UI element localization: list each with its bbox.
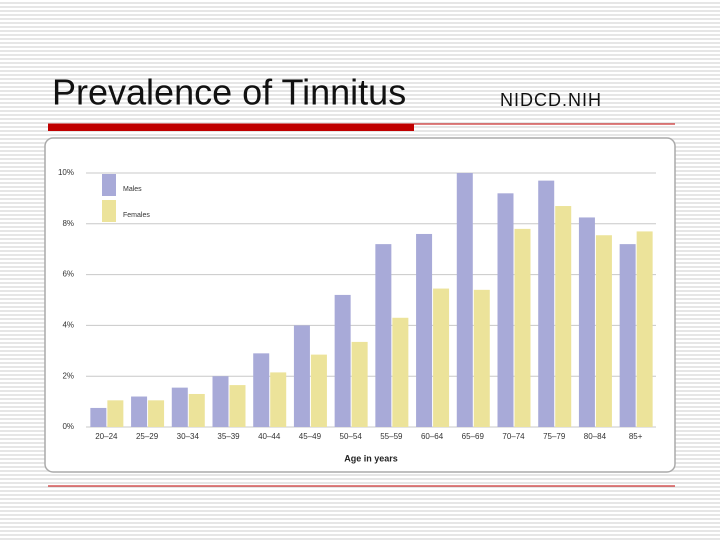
x-tick-label: 30–34 bbox=[177, 432, 200, 441]
x-tick-label: 55–59 bbox=[380, 432, 403, 441]
bar bbox=[619, 244, 636, 427]
x-tick-label: 85+ bbox=[629, 432, 643, 441]
x-tick-label: 25–29 bbox=[136, 432, 159, 441]
bar bbox=[595, 235, 612, 427]
bar bbox=[334, 294, 351, 427]
bar bbox=[253, 353, 270, 427]
bar bbox=[107, 400, 124, 427]
bar bbox=[392, 317, 409, 427]
legend-swatch bbox=[102, 174, 116, 196]
bar bbox=[90, 407, 107, 427]
bar bbox=[433, 288, 450, 427]
bar bbox=[171, 387, 188, 427]
x-tick-label: 80–84 bbox=[584, 432, 607, 441]
x-tick-label: 45–49 bbox=[299, 432, 322, 441]
x-tick-label: 20–24 bbox=[95, 432, 118, 441]
chart: 0% 2% 4% 6% 8% 10% 20–24 25–29 30–34 35–39 40–44 45… bbox=[58, 168, 656, 463]
bar bbox=[310, 354, 327, 427]
bar bbox=[538, 180, 555, 427]
bar bbox=[188, 393, 205, 427]
bar bbox=[456, 173, 473, 427]
bar bbox=[375, 244, 392, 427]
y-tick-label: 8% bbox=[62, 219, 74, 228]
x-tick-label: 60–64 bbox=[421, 432, 444, 441]
x-tick-label: 40–44 bbox=[258, 432, 281, 441]
legend-swatch bbox=[102, 200, 116, 222]
bar bbox=[416, 233, 433, 427]
x-tick-label: 50–54 bbox=[340, 432, 363, 441]
y-tick-label: 4% bbox=[62, 321, 74, 330]
bar bbox=[229, 385, 246, 427]
y-tick-label: 6% bbox=[62, 270, 74, 279]
bar bbox=[351, 341, 368, 427]
x-tick-label: 65–69 bbox=[462, 432, 485, 441]
legend-label: Females bbox=[123, 212, 150, 219]
bar bbox=[578, 217, 595, 427]
bar bbox=[212, 376, 229, 427]
bar bbox=[514, 228, 531, 427]
bar bbox=[131, 396, 148, 427]
y-tick-label: 10% bbox=[58, 168, 74, 177]
bar bbox=[555, 206, 572, 427]
bar bbox=[270, 372, 287, 427]
x-tick-label: 70–74 bbox=[502, 432, 525, 441]
bar bbox=[473, 289, 490, 427]
legend-label: Males bbox=[123, 186, 142, 193]
bar bbox=[636, 231, 653, 427]
bar bbox=[148, 400, 165, 427]
x-axis-label: Age in years bbox=[344, 453, 398, 463]
bar bbox=[293, 325, 310, 427]
bar bbox=[497, 193, 514, 427]
source: NIDCD.NIH bbox=[500, 90, 602, 110]
x-tick-label: 75–79 bbox=[543, 432, 566, 441]
accent-bar bbox=[48, 124, 414, 131]
y-tick-label: 2% bbox=[62, 371, 74, 380]
y-tick-label: 0% bbox=[62, 422, 74, 431]
slide-title: Prevalence of Tinnitus bbox=[52, 72, 406, 113]
x-tick-label: 35–39 bbox=[217, 432, 240, 441]
